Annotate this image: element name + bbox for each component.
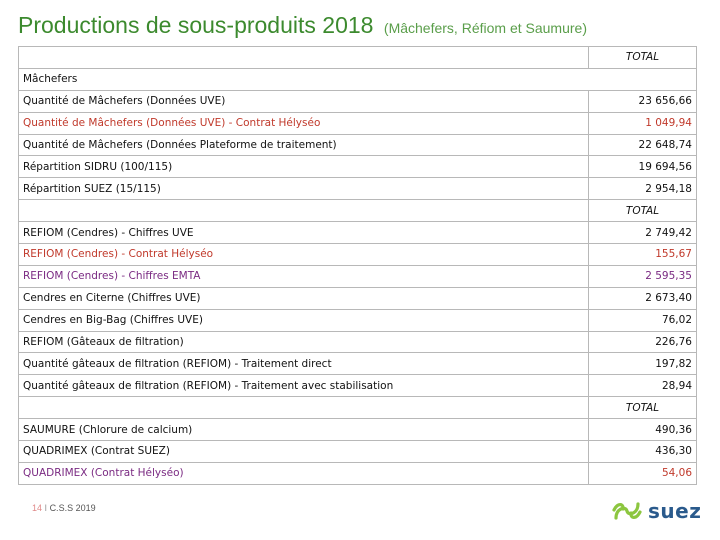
row-label: Quantité de Mâchefers (Données UVE) - Co…: [18, 111, 589, 135]
row-value: 19 694,56: [588, 155, 697, 179]
row-label: Quantité gâteaux de filtration (REFIOM) …: [18, 374, 589, 398]
production-table: TOTAL Mâchefers Quantité de Mâchefers (D…: [18, 46, 697, 485]
table-row: QUADRIMEX (Contrat Hélyséo) 54,06: [18, 461, 697, 485]
row-value: 155,67: [588, 243, 697, 266]
row-value: 2 749,42: [588, 221, 697, 245]
row-label: QUADRIMEX (Contrat Hélyséo): [18, 461, 589, 485]
table-row: Cendres en Big-Bag (Chiffres UVE) 76,02: [18, 308, 697, 332]
table-row: REFIOM (Cendres) - Chiffres UVE 2 749,42: [18, 221, 697, 245]
row-label: Répartition SUEZ (15/115): [18, 177, 589, 201]
row-label: REFIOM (Cendres) - Chiffres UVE: [18, 221, 589, 245]
row-value: 54,06: [588, 461, 697, 485]
suez-logo: suez: [610, 496, 710, 526]
row-value: 2 595,35: [588, 264, 697, 288]
row-value: 1 049,94: [588, 111, 697, 135]
row-label: Cendres en Big-Bag (Chiffres UVE): [18, 308, 589, 332]
row-value: 2 673,40: [588, 286, 697, 310]
table-row: Quantité gâteaux de filtration (REFIOM) …: [18, 352, 697, 376]
table-row: Quantité de Mâchefers (Données UVE) 23 6…: [18, 89, 697, 113]
row-value: 226,76: [588, 330, 697, 354]
row-label: Quantité de Mâchefers (Données Plateform…: [18, 133, 589, 157]
header-blank: [18, 46, 589, 69]
table-row: REFIOM (Gâteaux de filtration) 226,76: [18, 330, 697, 354]
row-label: REFIOM (Cendres) - Chiffres EMTA: [18, 264, 589, 288]
table-row: Quantité gâteaux de filtration (REFIOM) …: [18, 374, 697, 398]
header-blank: [18, 396, 589, 420]
row-value: 197,82: [588, 352, 697, 376]
row-value: 23 656,66: [588, 89, 697, 113]
row-value: 490,36: [588, 418, 697, 442]
section-label: Mâchefers: [18, 67, 589, 91]
table-row: Quantité de Mâchefers (Données Plateform…: [18, 133, 697, 157]
logo-wordmark: suez: [648, 499, 702, 523]
row-label: Quantité gâteaux de filtration (REFIOM) …: [18, 352, 589, 376]
header-blank: [18, 199, 589, 223]
total-header: TOTAL: [588, 199, 697, 223]
row-label: QUADRIMEX (Contrat SUEZ): [18, 440, 589, 463]
table-row: REFIOM (Cendres) - Contrat Hélyséo 155,6…: [18, 243, 697, 266]
row-label: REFIOM (Cendres) - Contrat Hélyséo: [18, 243, 589, 266]
row-value: 22 648,74: [588, 133, 697, 157]
table-row: QUADRIMEX (Contrat SUEZ) 436,30: [18, 440, 697, 463]
slide-footer: 14 I C.S.S 2019: [32, 503, 96, 513]
table-row: Répartition SUEZ (15/115) 2 954,18: [18, 177, 697, 201]
total-header: TOTAL: [588, 46, 697, 69]
row-value: 2 954,18: [588, 177, 697, 201]
page-title-main: Productions de sous-produits 2018: [18, 12, 374, 38]
row-value: 436,30: [588, 440, 697, 463]
table-row: Répartition SIDRU (100/115) 19 694,56: [18, 155, 697, 179]
page-title: Productions de sous-produits 2018 (Mâche…: [18, 12, 587, 39]
footer-separator: I: [44, 503, 48, 513]
table-header-row: TOTAL: [18, 46, 697, 69]
table-row: Cendres en Citerne (Chiffres UVE) 2 673,…: [18, 286, 697, 310]
table-header-row: TOTAL: [18, 396, 697, 420]
page-number: 14: [32, 503, 43, 513]
row-label: Quantité de Mâchefers (Données UVE): [18, 89, 589, 113]
total-header: TOTAL: [588, 396, 697, 420]
row-label: SAUMURE (Chlorure de calcium): [18, 418, 589, 442]
row-value: 76,02: [588, 308, 697, 332]
table-row: SAUMURE (Chlorure de calcium) 490,36: [18, 418, 697, 442]
footer-org: C.S.S 2019: [49, 503, 96, 513]
row-label: REFIOM (Gâteaux de filtration): [18, 330, 589, 354]
section-row-machefers: Mâchefers: [18, 67, 697, 91]
table-row: Quantité de Mâchefers (Données UVE) - Co…: [18, 111, 697, 135]
page-title-subtitle: (Mâchefers, Réfiom et Saumure): [383, 20, 587, 36]
table-row: REFIOM (Cendres) - Chiffres EMTA 2 595,3…: [18, 264, 697, 288]
row-label: Répartition SIDRU (100/115): [18, 155, 589, 179]
row-value: 28,94: [588, 374, 697, 398]
suez-spiral-icon: [612, 502, 642, 520]
row-label: Cendres en Citerne (Chiffres UVE): [18, 286, 589, 310]
table-header-row: TOTAL: [18, 199, 697, 223]
